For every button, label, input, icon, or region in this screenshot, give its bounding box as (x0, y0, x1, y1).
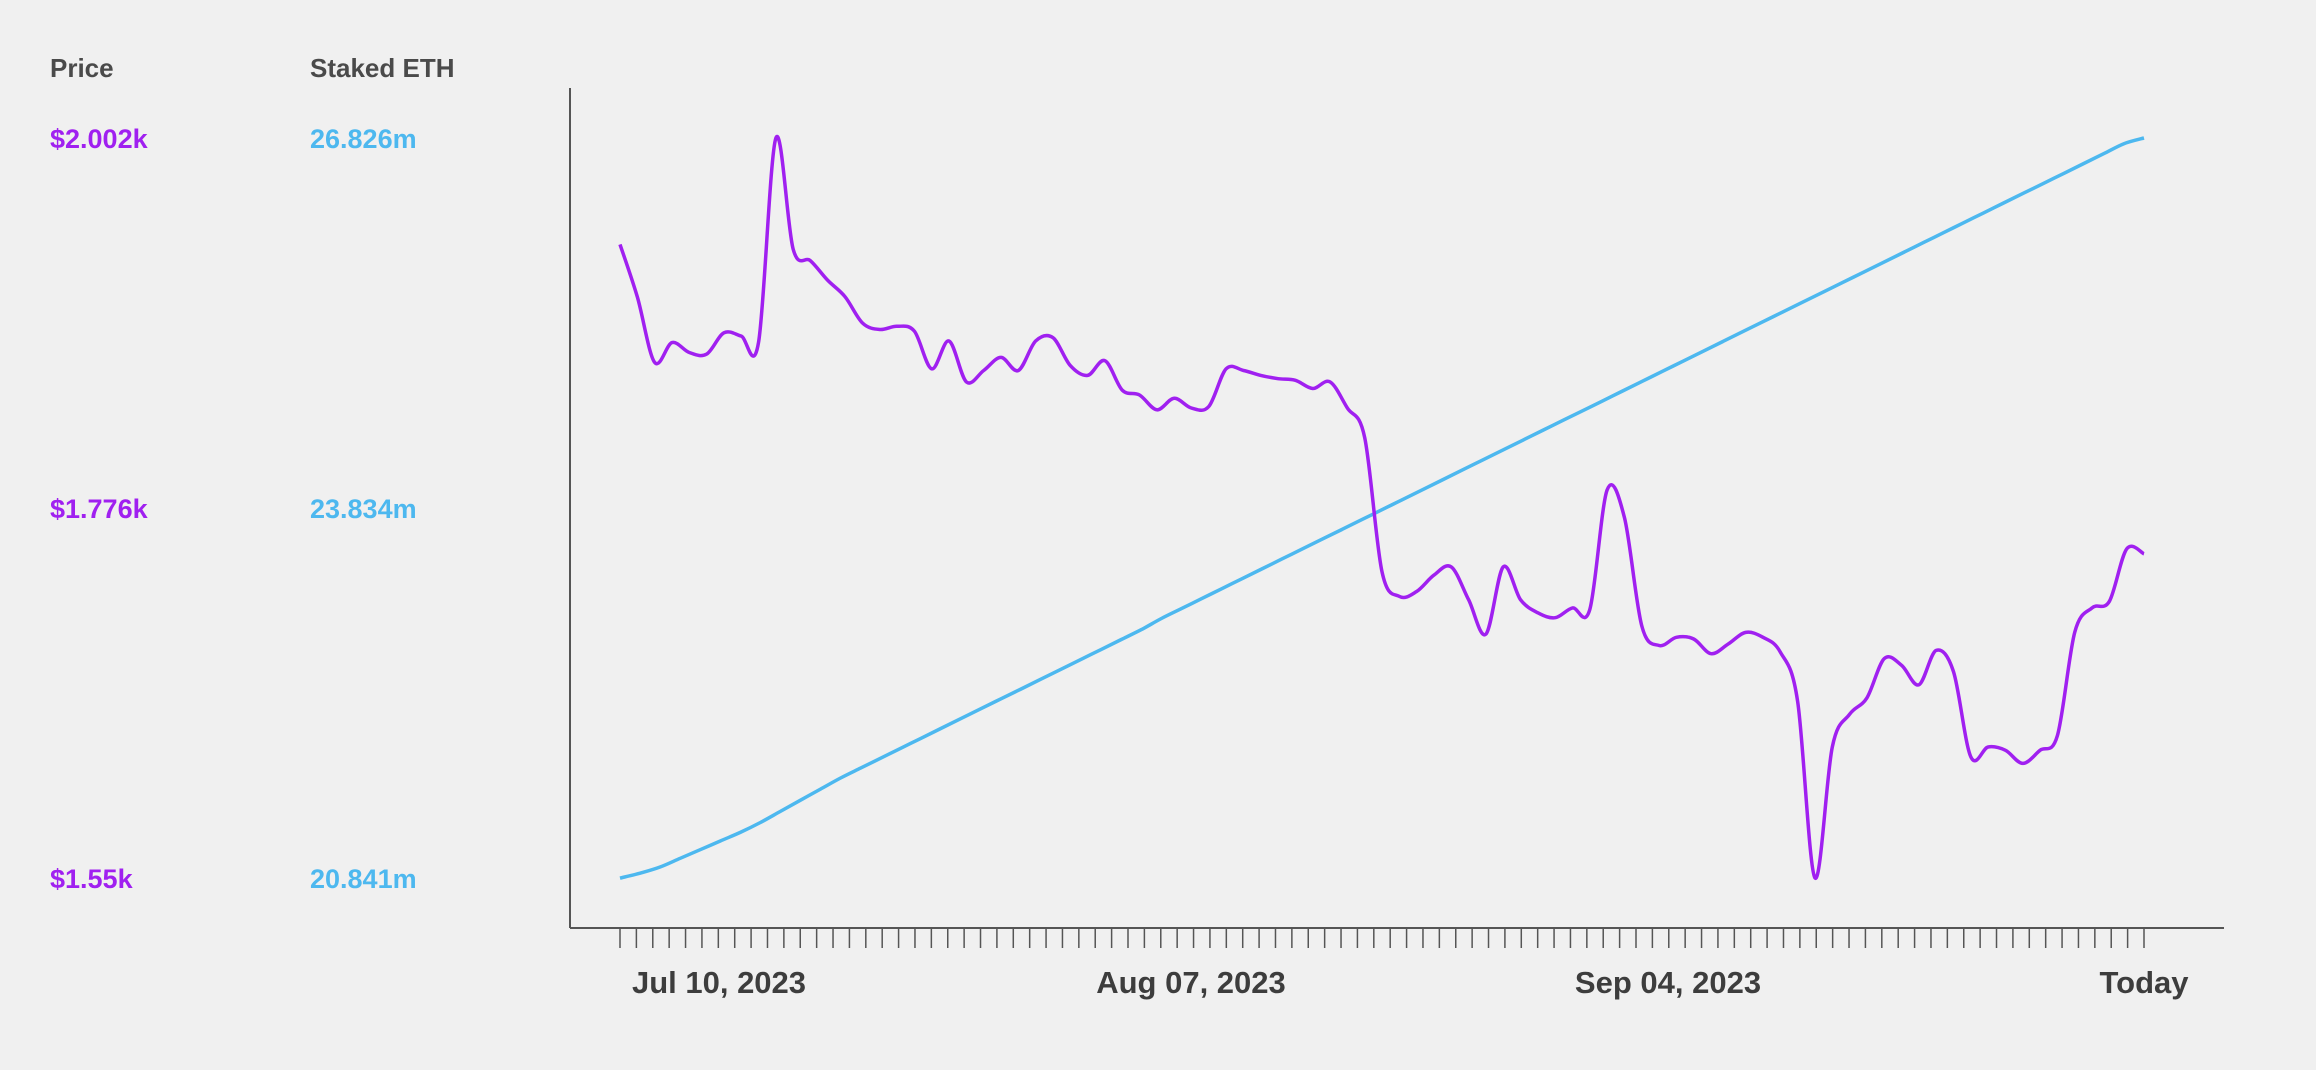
staked-eth-axis-header: Staked ETH (310, 53, 455, 83)
price-max-label: $2.002k (50, 124, 149, 154)
x-axis-ticks (619, 928, 2145, 948)
price-axis-header: Price (50, 53, 114, 83)
x-tick-label-jul-10: Jul 10, 2023 (632, 965, 806, 1000)
x-tick-label-aug-07: Aug 07, 2023 (1096, 965, 1286, 1000)
staked-min-label: 20.841m (310, 864, 417, 894)
price-line (618, 134, 2145, 880)
staked-eth-line (619, 136, 2145, 880)
price-min-label: $1.55k (50, 864, 134, 894)
series-group (618, 134, 2145, 880)
price-mid-label: $1.776k (50, 494, 149, 524)
x-tick-label-sep-04: Sep 04, 2023 (1575, 965, 1761, 1000)
x-tick-label-today: Today (2100, 965, 2190, 1000)
staked-max-label: 26.826m (310, 124, 417, 154)
staked-mid-label: 23.834m (310, 494, 417, 524)
